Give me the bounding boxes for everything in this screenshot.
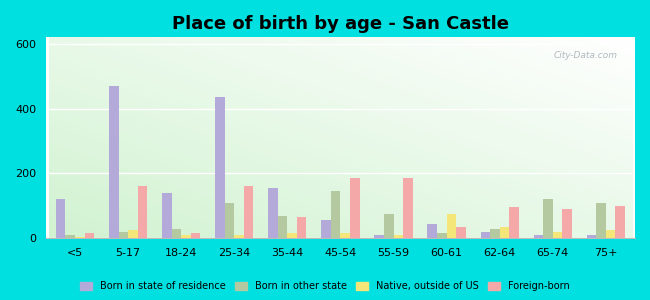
Bar <box>109 86 118 238</box>
Bar <box>447 214 456 238</box>
Bar <box>268 188 278 238</box>
Bar <box>181 235 190 238</box>
Bar <box>215 97 225 238</box>
Bar <box>66 235 75 238</box>
Bar <box>278 216 287 238</box>
Bar <box>456 227 465 238</box>
Bar <box>534 235 543 238</box>
Bar <box>75 237 84 238</box>
Bar <box>341 233 350 238</box>
Title: Place of birth by age - San Castle: Place of birth by age - San Castle <box>172 15 509 33</box>
Bar <box>162 193 172 238</box>
Bar <box>321 220 331 238</box>
Bar <box>225 202 234 238</box>
Bar <box>190 233 200 238</box>
Bar <box>287 233 297 238</box>
Bar <box>428 224 437 238</box>
Bar <box>552 232 562 238</box>
Bar <box>596 202 606 238</box>
Bar <box>606 230 616 238</box>
Bar <box>543 200 552 238</box>
Bar <box>128 230 138 238</box>
Bar <box>616 206 625 238</box>
Bar <box>118 232 128 238</box>
Text: City-Data.com: City-Data.com <box>553 51 618 60</box>
Bar <box>374 235 384 238</box>
Bar <box>350 178 359 238</box>
Bar <box>562 209 572 238</box>
Bar <box>297 217 306 238</box>
Bar <box>331 191 341 238</box>
Bar <box>509 208 519 238</box>
Bar <box>490 229 500 238</box>
Bar <box>84 233 94 238</box>
Bar <box>384 214 393 238</box>
Bar <box>500 227 509 238</box>
Bar <box>393 235 403 238</box>
Bar <box>138 186 147 238</box>
Bar <box>480 232 490 238</box>
Legend: Born in state of residence, Born in other state, Native, outside of US, Foreign-: Born in state of residence, Born in othe… <box>77 278 573 295</box>
Bar <box>587 235 596 238</box>
Bar <box>244 186 254 238</box>
Bar <box>172 229 181 238</box>
Bar <box>234 235 244 238</box>
Bar <box>56 200 66 238</box>
Bar <box>403 178 413 238</box>
Bar <box>437 233 447 238</box>
